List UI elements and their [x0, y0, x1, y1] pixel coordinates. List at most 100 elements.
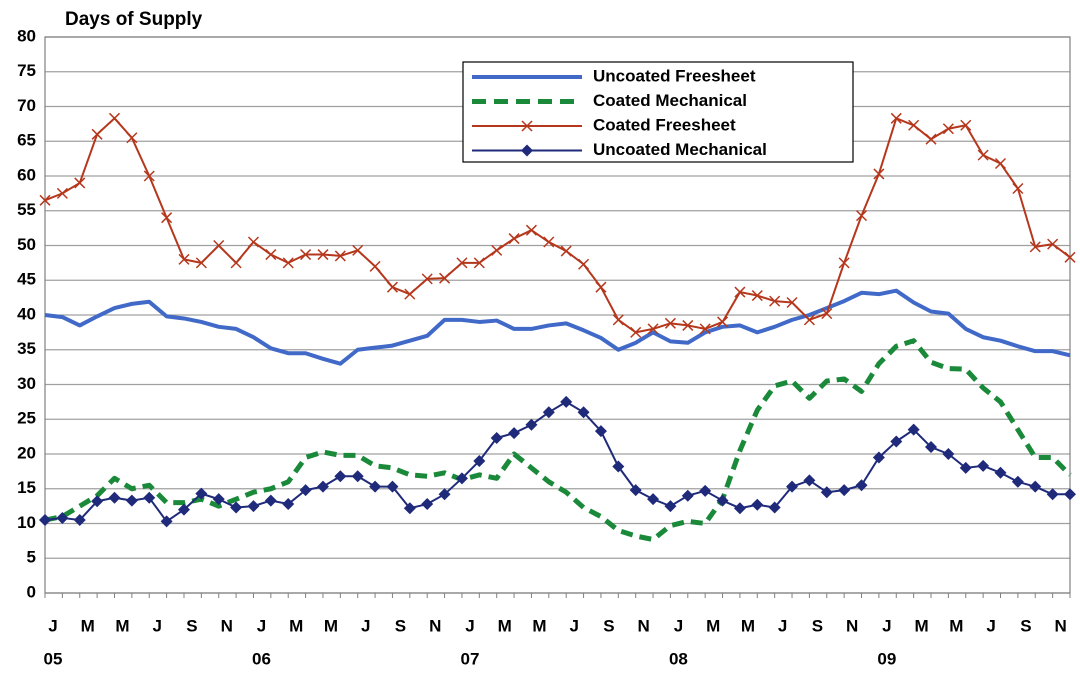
diamond-marker	[647, 493, 660, 506]
y-tick-label: 40	[17, 304, 36, 323]
x-tick-label: S	[603, 616, 614, 635]
x-marker	[508, 233, 520, 245]
x-tick-label: S	[1020, 616, 1031, 635]
year-label: 08	[669, 649, 688, 668]
x-marker	[994, 157, 1007, 170]
x-marker	[647, 323, 659, 335]
x-marker	[56, 187, 68, 199]
diamond-marker	[212, 493, 225, 506]
diamond-marker	[264, 494, 277, 507]
diamond-marker	[664, 500, 677, 513]
x-marker	[630, 326, 642, 338]
series-line	[44, 338, 1072, 542]
diamond-marker	[716, 494, 729, 507]
diamond-marker	[959, 461, 972, 474]
diamond-marker	[490, 432, 503, 445]
y-tick-label: 65	[17, 131, 36, 150]
x-tick-label: S	[812, 616, 823, 635]
x-marker	[786, 296, 798, 309]
x-tick-label: N	[846, 616, 858, 635]
x-marker	[543, 236, 555, 248]
y-tick-label: 70	[17, 96, 36, 115]
diamond-marker	[855, 479, 868, 492]
y-tick-label: 20	[17, 443, 36, 462]
x-marker	[352, 244, 364, 256]
diamond-marker	[1064, 488, 1076, 501]
diamond-marker	[994, 466, 1007, 479]
x-marker	[386, 281, 398, 293]
y-tick-label: 35	[17, 339, 36, 358]
x-tick-label: M	[81, 616, 95, 635]
y-tick-label: 15	[17, 478, 36, 497]
diamond-marker	[143, 491, 156, 504]
x-marker	[560, 245, 572, 257]
diamond-marker	[334, 470, 347, 483]
legend-label: Coated Mechanical	[593, 91, 747, 110]
y-tick-label: 60	[17, 165, 36, 184]
x-tick-label: M	[706, 616, 720, 635]
x-marker	[664, 317, 676, 329]
legend-label: Coated Freesheet	[593, 115, 736, 134]
y-tick-label: 10	[17, 513, 36, 532]
series	[44, 288, 1071, 366]
diamond-marker	[351, 470, 364, 483]
diamond-marker	[195, 487, 208, 500]
diamond-marker	[73, 514, 86, 527]
x-marker	[751, 290, 763, 302]
diamond-marker	[525, 418, 538, 431]
x-marker	[91, 128, 103, 140]
x-tick-label: M	[498, 616, 512, 635]
diamond-marker	[108, 491, 121, 504]
diamond-marker	[560, 395, 573, 408]
x-marker	[317, 249, 329, 261]
diamond-marker	[369, 480, 382, 493]
diamond-marker	[508, 427, 521, 440]
x-tick-label: J	[569, 616, 578, 635]
diamond-marker	[160, 515, 173, 528]
diamond-marker	[230, 501, 243, 514]
x-marker	[521, 120, 533, 132]
x-tick-label: S	[186, 616, 197, 635]
diamond-marker	[1011, 475, 1024, 488]
x-tick-label: N	[638, 616, 650, 635]
year-label: 09	[877, 649, 896, 668]
series	[39, 112, 1076, 338]
x-marker	[491, 244, 503, 256]
diamond-marker	[56, 511, 69, 524]
x-marker	[74, 177, 86, 189]
x-marker	[456, 257, 468, 269]
x-marker	[578, 258, 590, 270]
diamond-marker	[681, 489, 694, 502]
x-tick-label: M	[532, 616, 546, 635]
legend-label: Uncoated Freesheet	[593, 66, 756, 85]
legend-label: Uncoated Mechanical	[593, 140, 767, 159]
diamond-marker	[247, 500, 260, 513]
diamond-marker	[421, 498, 434, 511]
series-line	[44, 288, 1071, 366]
x-tick-label: J	[48, 616, 57, 635]
x-tick-label: M	[289, 616, 303, 635]
x-tick-label: J	[882, 616, 891, 635]
diamond-marker	[299, 484, 312, 497]
x-tick-label: N	[221, 616, 233, 635]
diamond-marker	[925, 441, 938, 454]
x-marker	[1012, 182, 1024, 195]
x-marker	[595, 281, 607, 293]
diamond-marker	[838, 484, 851, 497]
x-marker	[230, 257, 242, 269]
diamond-marker	[542, 406, 555, 419]
x-marker	[717, 316, 729, 328]
x-marker	[126, 132, 138, 144]
diamond-marker	[594, 425, 607, 438]
y-tick-label: 0	[27, 582, 36, 601]
diamond-marker	[386, 480, 399, 493]
x-marker	[473, 257, 485, 269]
y-tick-label: 75	[17, 61, 36, 80]
x-marker	[908, 119, 920, 131]
year-label: 07	[460, 649, 479, 668]
diamond-marker	[820, 486, 833, 499]
diamond-marker	[177, 503, 190, 516]
year-label: 06	[252, 649, 271, 668]
diamond-marker	[91, 495, 104, 508]
